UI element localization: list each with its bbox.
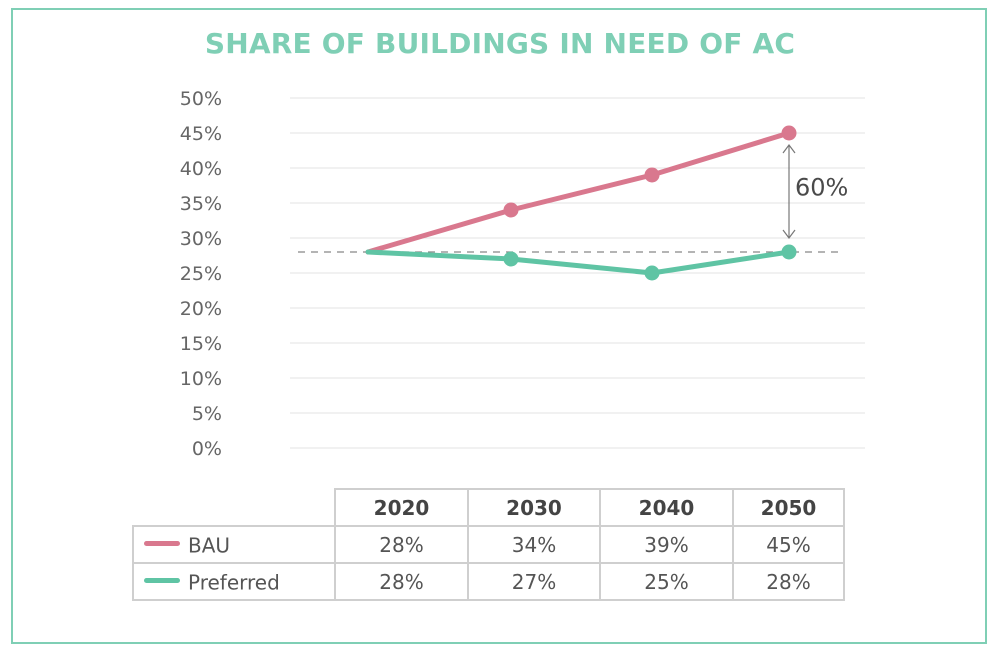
data-table: 2020 2030 2040 2050 BAU 28% 34% 39% 45% … bbox=[132, 488, 845, 601]
table-header-row: 2020 2030 2040 2050 bbox=[133, 488, 845, 527]
table-cell: 28% bbox=[732, 562, 845, 601]
series-cell-bau: BAU bbox=[132, 525, 336, 564]
series-group bbox=[365, 125, 797, 281]
annotation-label: 60% bbox=[795, 174, 848, 202]
table-cell: 28% bbox=[334, 525, 469, 564]
series-name: Preferred bbox=[188, 570, 280, 595]
series-name: BAU bbox=[188, 533, 231, 558]
table-header-cell: 2030 bbox=[467, 488, 601, 527]
y-tick-label: 45% bbox=[180, 123, 222, 145]
table-row: Preferred 28% 27% 25% 28% bbox=[132, 562, 845, 601]
table-cell: 28% bbox=[334, 562, 469, 601]
y-tick-label: 15% bbox=[180, 333, 222, 355]
y-tick-label: 30% bbox=[180, 228, 222, 250]
y-tick-label: 10% bbox=[180, 368, 222, 390]
table-row: BAU 28% 34% 39% 45% bbox=[132, 525, 845, 564]
data-point-bau bbox=[644, 167, 660, 183]
bau-legend-swatch bbox=[144, 540, 180, 546]
table-header-cell: 2040 bbox=[599, 488, 734, 527]
table-cell: 25% bbox=[599, 562, 734, 601]
chart-frame bbox=[11, 8, 987, 644]
y-tick-label: 25% bbox=[180, 263, 222, 285]
y-tick-label: 0% bbox=[192, 438, 222, 460]
series-line-bau bbox=[365, 130, 792, 255]
series-cell-preferred: Preferred bbox=[132, 562, 336, 601]
y-tick-label: 35% bbox=[180, 193, 222, 215]
gap-annotation: 60% bbox=[782, 144, 848, 239]
series-line-preferred bbox=[365, 249, 792, 276]
data-point-preferred bbox=[644, 265, 660, 281]
data-point-bau bbox=[781, 125, 797, 141]
table-corner-cell bbox=[133, 489, 336, 527]
annotation-arrowhead-top bbox=[782, 144, 796, 154]
line-chart: 0% 5% 10% 15% 20% 25% 30% 35% 40% 45% 50% 60% bbox=[180, 88, 865, 460]
data-point-bau bbox=[503, 202, 519, 218]
table-cell: 27% bbox=[467, 562, 601, 601]
y-tick-label: 20% bbox=[180, 298, 222, 320]
y-tick-label: 50% bbox=[180, 88, 222, 110]
y-tick-label: 40% bbox=[180, 158, 222, 180]
data-point-preferred bbox=[781, 244, 797, 260]
table-cell: 39% bbox=[599, 525, 734, 564]
table-header-cell: 2050 bbox=[732, 488, 845, 527]
gridlines bbox=[290, 97, 865, 449]
annotation-arrowhead-bottom bbox=[782, 229, 796, 239]
table-cell: 45% bbox=[732, 525, 845, 564]
table-cell: 34% bbox=[467, 525, 601, 564]
y-tick-label: 5% bbox=[192, 403, 222, 425]
preferred-legend-swatch bbox=[144, 577, 180, 583]
chart-title: SHARE OF BUILDINGS IN NEED OF AC bbox=[204, 27, 796, 60]
y-axis-ticks: 0% 5% 10% 15% 20% 25% 30% 35% 40% 45% 50% bbox=[180, 88, 222, 460]
data-point-preferred bbox=[503, 251, 519, 267]
table-header-cell: 2020 bbox=[334, 488, 469, 527]
